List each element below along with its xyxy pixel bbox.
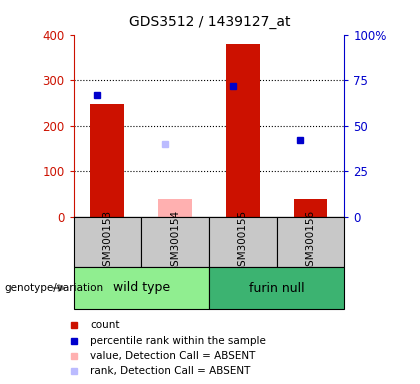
Text: wild type: wild type (113, 281, 170, 295)
Bar (277, 217, 344, 267)
Bar (74, 267, 209, 309)
Text: GSM300154: GSM300154 (170, 210, 180, 273)
Bar (158, 199, 192, 217)
Bar (141, 217, 209, 267)
Text: genotype/variation: genotype/variation (4, 283, 103, 293)
Bar (294, 199, 328, 217)
Text: furin null: furin null (249, 281, 304, 295)
Text: rank, Detection Call = ABSENT: rank, Detection Call = ABSENT (90, 366, 250, 376)
Bar (209, 217, 277, 267)
Bar (226, 44, 260, 217)
Text: GSM300156: GSM300156 (305, 210, 315, 273)
Text: count: count (90, 320, 119, 330)
Bar (74, 217, 141, 267)
Bar (209, 267, 344, 309)
Text: percentile rank within the sample: percentile rank within the sample (90, 336, 266, 346)
Text: GDS3512 / 1439127_at: GDS3512 / 1439127_at (129, 15, 291, 29)
Text: GSM300155: GSM300155 (238, 210, 248, 273)
Text: GSM300153: GSM300153 (102, 210, 113, 273)
Text: value, Detection Call = ABSENT: value, Detection Call = ABSENT (90, 351, 255, 361)
Bar (90, 104, 124, 217)
